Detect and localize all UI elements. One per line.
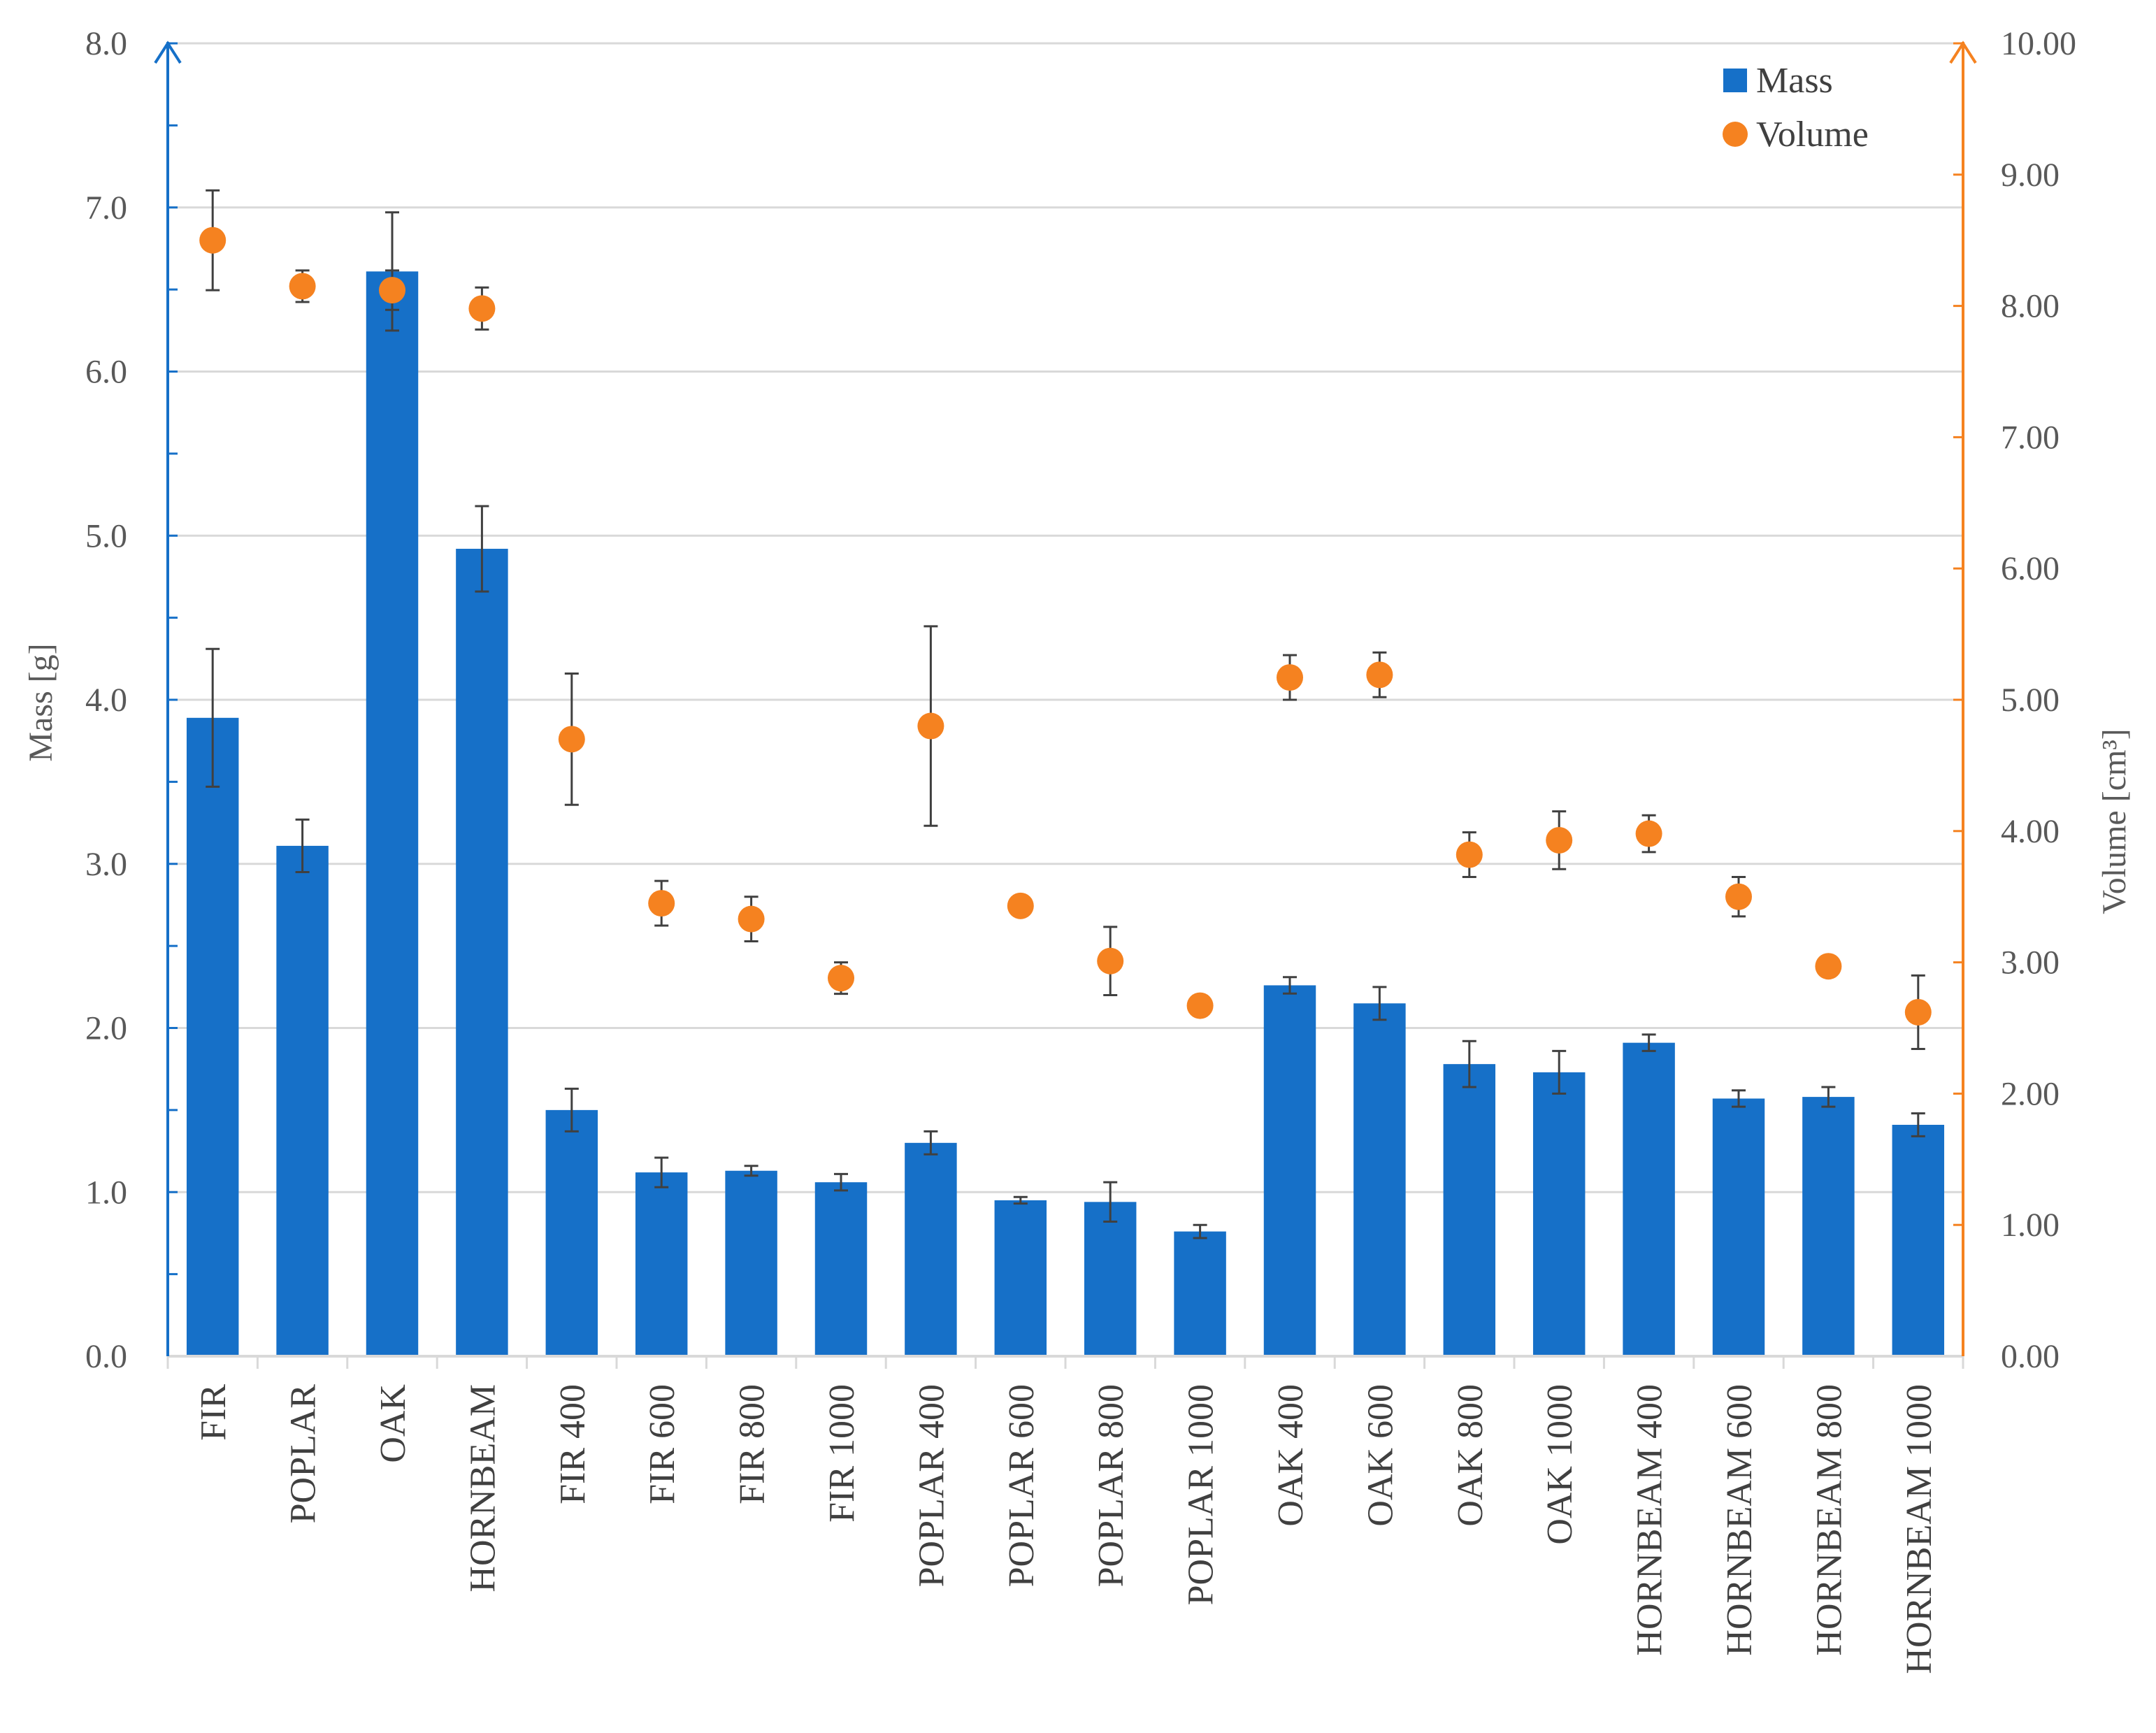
left-tick-label: 3.0 xyxy=(85,846,127,883)
left-tick-label: 7.0 xyxy=(85,189,127,226)
right-tick-label: 8.00 xyxy=(2001,288,2060,325)
mass-bar xyxy=(1084,1202,1137,1356)
volume-point xyxy=(1635,820,1662,847)
category-label: FIR 800 xyxy=(733,1384,772,1504)
right-tick-label: 0.00 xyxy=(2001,1338,2060,1375)
mass-bar xyxy=(1263,985,1316,1356)
right-tick-label: 2.00 xyxy=(2001,1075,2060,1112)
mass-bar xyxy=(905,1142,957,1356)
left-tick-label: 6.0 xyxy=(85,354,127,391)
right-tick-label: 4.00 xyxy=(2001,813,2060,850)
category-label: HORNBEAM 800 xyxy=(1809,1384,1849,1656)
right-tick-label: 10.00 xyxy=(2001,25,2076,62)
right-tick-label: 1.00 xyxy=(2001,1207,2060,1244)
category-label: OAK 400 xyxy=(1271,1384,1311,1527)
category-label: FIR 600 xyxy=(642,1384,682,1504)
mass-bar xyxy=(186,717,239,1356)
category-label: POPLAR 400 xyxy=(912,1384,951,1587)
mass-error-bars xyxy=(206,211,1925,1239)
volume-point xyxy=(468,295,496,322)
mass-bar xyxy=(635,1172,688,1356)
mass-bar xyxy=(276,845,329,1356)
left-axis-arrow xyxy=(154,41,182,64)
volume-point xyxy=(648,890,675,917)
right-tick-label: 5.00 xyxy=(2001,682,2060,719)
mass-bar xyxy=(545,1109,598,1356)
mass-bar xyxy=(1892,1125,1945,1356)
legend-mass-swatch xyxy=(1723,69,1747,92)
left-axis-title: Mass [g] xyxy=(22,643,59,761)
mass-bar xyxy=(1443,1064,1496,1356)
volume-point xyxy=(1456,841,1483,868)
legend: Mass Volume xyxy=(1723,61,1869,154)
right-tick-label: 7.00 xyxy=(2001,419,2060,456)
volume-point xyxy=(1097,947,1124,975)
category-label: POPLAR xyxy=(284,1384,324,1524)
category-label: OAK xyxy=(373,1384,413,1463)
mass-bar xyxy=(1532,1072,1586,1356)
right-tick-label: 3.00 xyxy=(2001,944,2060,981)
right-axis-tick-labels: 0.00 1.00 2.00 3.00 4.00 5.00 6.00 7.00 8.00 9.00… xyxy=(2001,25,2076,1375)
volume-point xyxy=(1546,826,1573,854)
volume-point xyxy=(1186,992,1214,1019)
category-label: POPLAR 600 xyxy=(1002,1384,1042,1587)
volume-point xyxy=(1366,661,1393,689)
mass-bar xyxy=(994,1200,1047,1356)
category-label: OAK 800 xyxy=(1451,1384,1490,1527)
left-tick-label: 0.0 xyxy=(85,1338,127,1375)
volume-points xyxy=(199,226,1932,1026)
legend-volume-marker xyxy=(1723,122,1748,147)
volume-point xyxy=(738,905,765,933)
volume-point xyxy=(1277,664,1303,691)
right-axis-arrow xyxy=(1949,41,1977,64)
volume-point xyxy=(289,273,316,300)
volume-point xyxy=(1815,953,1842,980)
category-label: HORNBEAM 1000 xyxy=(1899,1384,1939,1674)
right-tick-label: 6.00 xyxy=(2001,550,2060,587)
left-axis-tick-labels: 0.0 1.0 2.0 3.0 4.0 5.0 6.0 7.0 8.0 xyxy=(85,25,127,1375)
left-tick-label: 8.0 xyxy=(85,25,127,62)
mass-bar xyxy=(1802,1097,1855,1356)
axes xyxy=(154,41,1977,1369)
mass-bar xyxy=(456,549,508,1356)
left-tick-label: 2.0 xyxy=(85,1010,127,1047)
volume-point xyxy=(917,712,944,740)
category-label: FIR 1000 xyxy=(822,1384,862,1523)
mass-bar xyxy=(725,1170,777,1356)
category-label: OAK 600 xyxy=(1360,1384,1400,1527)
right-tick-label: 9.00 xyxy=(2001,157,2060,194)
mass-bar xyxy=(1353,1003,1406,1356)
mass-bar xyxy=(366,271,419,1356)
category-label: FIR 400 xyxy=(553,1384,593,1504)
category-label: HORNBEAM 600 xyxy=(1720,1384,1760,1656)
gridlines xyxy=(168,42,1963,1193)
legend-mass-label: Mass xyxy=(1756,61,1833,101)
category-labels: FIR POPLAR OAK HORNBEAM FIR 400 FIR 600 FIR 80… xyxy=(194,1384,1939,1674)
volume-point xyxy=(558,726,585,753)
mass-bar xyxy=(1623,1042,1675,1356)
category-label: FIR xyxy=(194,1384,233,1441)
category-label: OAK 1000 xyxy=(1540,1384,1580,1545)
volume-point xyxy=(199,226,227,254)
mass-bars xyxy=(186,271,1945,1356)
volume-point xyxy=(1904,998,1932,1026)
category-label: POPLAR 1000 xyxy=(1181,1384,1221,1605)
left-tick-label: 1.0 xyxy=(85,1174,127,1211)
category-label: HORNBEAM 400 xyxy=(1630,1384,1670,1656)
legend-volume-label: Volume xyxy=(1756,115,1869,154)
mass-bar xyxy=(814,1182,868,1356)
category-label: HORNBEAM xyxy=(463,1384,503,1592)
left-tick-label: 5.0 xyxy=(85,517,127,554)
volume-point xyxy=(1725,883,1752,910)
right-axis-title: Volume [cm³] xyxy=(2096,728,2133,914)
mass-bar xyxy=(1712,1098,1765,1356)
volume-point xyxy=(828,965,854,992)
category-label: POPLAR 800 xyxy=(1091,1384,1131,1587)
left-tick-label: 4.0 xyxy=(85,682,127,719)
volume-point xyxy=(1007,892,1034,919)
volume-point xyxy=(379,277,405,304)
mass-bar xyxy=(1174,1231,1226,1356)
